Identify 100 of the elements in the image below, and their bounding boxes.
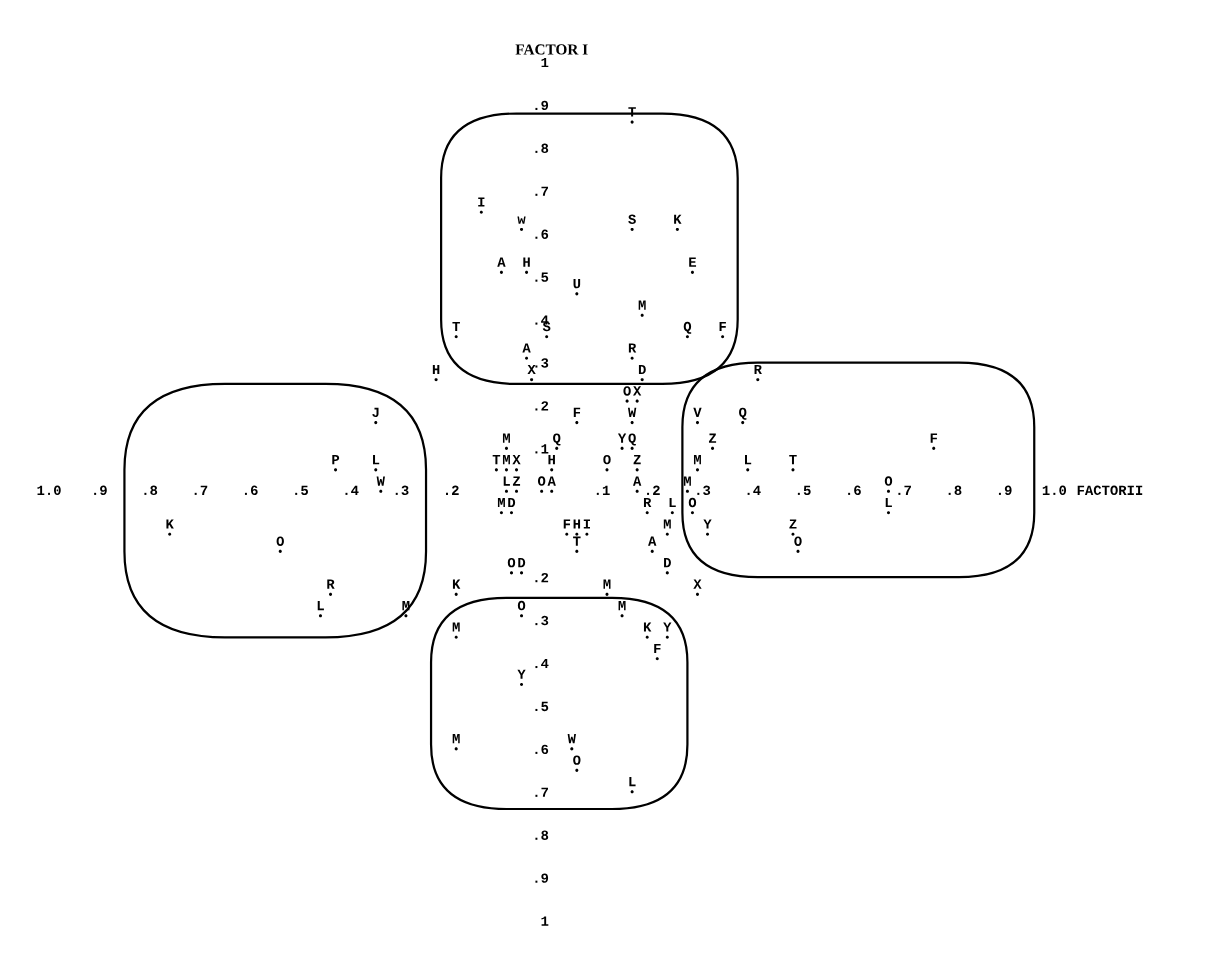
data-label: T xyxy=(452,321,460,332)
x-tick-label: .8 xyxy=(948,485,962,496)
x-axis-title: FACTORII xyxy=(1077,485,1143,496)
data-label: Q xyxy=(683,321,692,334)
x-tick-label: .8 xyxy=(144,485,158,496)
data-label: O xyxy=(794,536,802,546)
data-label: I xyxy=(478,197,485,207)
data-label: H xyxy=(548,455,555,465)
y-tick-label: .4 xyxy=(535,658,549,669)
data-label: A xyxy=(497,257,506,267)
data-label: F xyxy=(719,321,726,332)
data-label: O xyxy=(603,454,611,465)
data-label: A xyxy=(547,476,556,486)
y-tick-label: .7 xyxy=(535,787,548,797)
data-label: L xyxy=(629,777,636,787)
data-label: M xyxy=(497,497,505,508)
x-tick-label: 1.0 xyxy=(37,485,61,496)
x-tick-label: .6 xyxy=(848,485,861,496)
data-label: I xyxy=(583,519,590,529)
y-tick-label: .6 xyxy=(535,229,549,239)
x-tick-label: .9 xyxy=(94,485,107,496)
data-label: K xyxy=(166,519,174,529)
data-label: U xyxy=(573,279,581,289)
data-label: Z xyxy=(633,455,641,465)
y-tick-label: .5 xyxy=(535,701,549,712)
data-label: M xyxy=(693,455,701,465)
x-tick-label: .5 xyxy=(797,485,811,496)
x-tick-label: .3 xyxy=(395,485,409,496)
data-label: M xyxy=(402,601,410,611)
data-label: A xyxy=(632,476,642,486)
data-label: Z xyxy=(512,476,521,486)
data-label: O xyxy=(623,386,631,396)
data-label: Q xyxy=(739,407,747,420)
data-label: T xyxy=(789,455,797,465)
data-label: w xyxy=(517,216,526,224)
data-label: M xyxy=(663,519,671,529)
data-label: E xyxy=(689,257,697,267)
data-label: X xyxy=(512,455,521,465)
y-tick-label: .5 xyxy=(535,272,549,282)
data-label: R xyxy=(327,579,335,589)
data-label: O xyxy=(688,497,697,508)
data-label: W xyxy=(627,407,637,417)
data-label: M xyxy=(618,601,626,611)
data-label: L xyxy=(373,455,380,465)
x-tick-label: .4 xyxy=(747,485,761,495)
data-label: R xyxy=(754,364,762,375)
data-label: T xyxy=(492,455,501,465)
data-label: Z xyxy=(789,519,797,529)
data-label: M xyxy=(502,433,510,443)
y-tick-label: .3 xyxy=(535,615,549,626)
x-tick-label: .3 xyxy=(697,485,711,496)
y-tick-label: .1 xyxy=(535,444,549,454)
x-tick-label: .2 xyxy=(647,485,660,495)
x-tick-label: .6 xyxy=(244,485,258,496)
data-label: L xyxy=(885,497,892,508)
x-tick-label: .2 xyxy=(446,485,459,495)
data-label: O xyxy=(573,755,581,765)
data-label: O xyxy=(537,476,546,486)
x-tick-label: .7 xyxy=(194,485,208,495)
data-label: D xyxy=(664,558,671,568)
data-label: X xyxy=(527,364,536,375)
data-label: A xyxy=(648,536,657,546)
data-label: K xyxy=(452,579,461,589)
data-label: Y xyxy=(663,622,672,632)
y-axis-title: FACTOR I xyxy=(515,44,588,55)
y-tick-label: .7 xyxy=(535,186,548,196)
data-label: K xyxy=(643,622,652,632)
y-tick-label: .8 xyxy=(535,830,549,840)
data-label: D xyxy=(518,558,526,568)
data-label: F xyxy=(930,433,938,443)
y-tick-label: .2 xyxy=(535,401,549,411)
x-tick-label: .7 xyxy=(898,485,911,495)
data-label: K xyxy=(674,214,682,224)
data-label: X xyxy=(693,579,702,589)
data-label: F xyxy=(563,519,571,529)
data-label: J xyxy=(372,407,379,418)
data-label: H xyxy=(523,257,530,267)
data-label: O xyxy=(884,476,893,486)
y-tick-label: .2 xyxy=(535,572,549,583)
data-label: Q xyxy=(553,433,561,446)
y-tick-label: .8 xyxy=(535,143,549,154)
data-label: M xyxy=(683,476,691,486)
data-label: L xyxy=(669,497,676,508)
data-label: F xyxy=(573,407,581,417)
y-tick-label: .9 xyxy=(535,100,549,111)
data-label: Y xyxy=(617,433,627,443)
data-label: H xyxy=(432,364,440,375)
data-label: A xyxy=(522,343,531,353)
data-label: T xyxy=(573,536,581,546)
y-tick-label: .9 xyxy=(535,873,549,883)
data-label: Z xyxy=(708,433,717,443)
data-label: W xyxy=(567,734,576,744)
data-label: M xyxy=(452,622,460,632)
y-tick-label: 1 xyxy=(541,57,549,68)
data-label: O xyxy=(276,536,284,546)
data-label: O xyxy=(507,557,516,568)
y-tick-label: .6 xyxy=(535,744,549,755)
data-label: X xyxy=(632,386,642,396)
data-label: L xyxy=(745,455,752,465)
data-label: R xyxy=(643,497,652,508)
